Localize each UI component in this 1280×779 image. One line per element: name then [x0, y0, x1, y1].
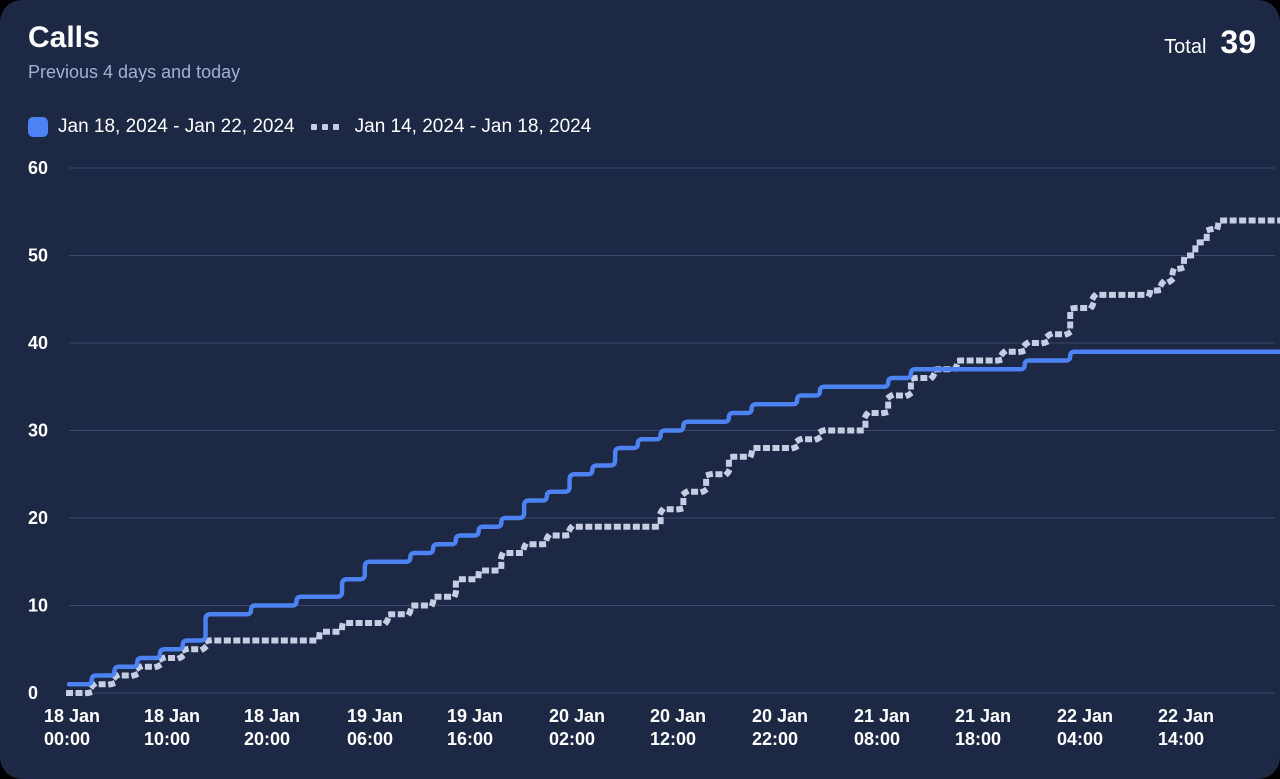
svg-text:02:00: 02:00	[549, 729, 595, 749]
svg-text:20 Jan: 20 Jan	[752, 706, 808, 726]
svg-text:18:00: 18:00	[955, 729, 1001, 749]
svg-text:08:00: 08:00	[854, 729, 900, 749]
svg-text:22 Jan: 22 Jan	[1158, 706, 1214, 726]
svg-text:10: 10	[28, 596, 48, 616]
svg-text:19 Jan: 19 Jan	[347, 706, 403, 726]
svg-text:04:00: 04:00	[1057, 729, 1103, 749]
svg-text:60: 60	[28, 158, 48, 178]
svg-text:20:00: 20:00	[244, 729, 290, 749]
svg-text:18 Jan: 18 Jan	[44, 706, 100, 726]
svg-text:22 Jan: 22 Jan	[1057, 706, 1113, 726]
svg-text:21 Jan: 21 Jan	[854, 706, 910, 726]
svg-text:06:00: 06:00	[347, 729, 393, 749]
svg-text:12:00: 12:00	[650, 729, 696, 749]
svg-text:19 Jan: 19 Jan	[447, 706, 503, 726]
svg-text:10:00: 10:00	[144, 729, 190, 749]
svg-text:16:00: 16:00	[447, 729, 493, 749]
svg-text:22:00: 22:00	[752, 729, 798, 749]
svg-text:40: 40	[28, 333, 48, 353]
svg-text:0: 0	[28, 683, 38, 703]
svg-text:18 Jan: 18 Jan	[144, 706, 200, 726]
svg-text:20 Jan: 20 Jan	[549, 706, 605, 726]
svg-text:18 Jan: 18 Jan	[244, 706, 300, 726]
svg-text:20 Jan: 20 Jan	[650, 706, 706, 726]
svg-text:21 Jan: 21 Jan	[955, 706, 1011, 726]
svg-text:14:00: 14:00	[1158, 729, 1204, 749]
svg-text:00:00: 00:00	[44, 729, 90, 749]
svg-text:50: 50	[28, 246, 48, 266]
svg-text:20: 20	[28, 508, 48, 528]
svg-text:30: 30	[28, 421, 48, 441]
